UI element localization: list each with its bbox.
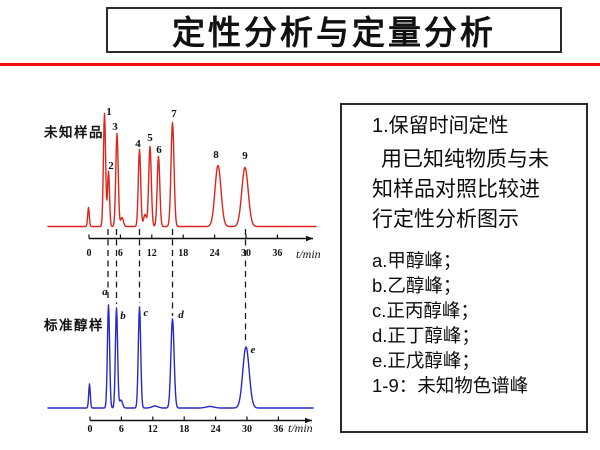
legend-item-a: a.甲醇峰；: [372, 250, 462, 271]
red-divider-line: [0, 63, 600, 66]
peak-label-3: 3: [112, 121, 118, 133]
axis-tick-label: 12: [148, 424, 158, 435]
peak-label-4: 4: [135, 138, 141, 150]
axis-tick-label: 6: [119, 424, 124, 435]
axis-tick-label: 24: [210, 248, 220, 259]
paragraph-line: 知样品对照比较进: [372, 178, 540, 201]
peak-label-9: 9: [242, 150, 248, 162]
axis-tick-label: 18: [178, 248, 188, 259]
peak-label-7: 7: [171, 108, 177, 120]
top-axis-unit-label: t/min: [296, 247, 321, 261]
axis-tick-label: 36: [273, 424, 283, 435]
peak-label-c: c: [144, 307, 149, 319]
axis-tick-label: 0: [88, 424, 93, 435]
axis-tick-label: 36: [272, 248, 282, 259]
unknown-sample-label: 未知样品: [44, 124, 104, 140]
peak-label-6: 6: [156, 144, 162, 156]
unknown-sample-curve: [47, 112, 317, 228]
paragraph-line: 用已知纯物质与未: [381, 148, 549, 171]
standard-alcohol-chromatogram: 标准醇样 0 6 12 18 24 30 36 t/min ab c d e: [43, 286, 314, 435]
peak-label-b: b: [120, 310, 126, 322]
slide-title: 定性分析与定量分析: [172, 14, 496, 51]
axis-tick-label: 30: [241, 248, 251, 259]
axis-tick-label: 30: [242, 424, 252, 435]
peak-label-5: 5: [147, 132, 153, 144]
peak-label-e: e: [251, 344, 256, 356]
standard-alcohol-label: 标准醇样: [43, 317, 104, 333]
retention-time-match-dashed-lines: [107, 229, 247, 344]
axis-tick-label: 0: [87, 248, 92, 259]
legend-item-c: c.正丙醇峰；: [372, 300, 479, 321]
annotation-panel: 1.保留时间定性 用已知纯物质与未 知样品对照比较进 行定性分析图示 a.甲醇峰…: [340, 103, 588, 433]
panel-heading: 1.保留时间定性: [372, 115, 509, 137]
top-time-axis: 0 6 12 18 24 30 36: [87, 234, 313, 259]
panel-paragraph: 用已知纯物质与未 知样品对照比较进 行定性分析图示: [372, 145, 582, 235]
axis-arrow-icon: [305, 417, 312, 424]
legend-item-b: b.乙醇峰；: [372, 275, 462, 296]
axis-tick-label: 6: [118, 248, 123, 259]
standard-alcohol-curve: [47, 304, 314, 409]
peak-label-a: a: [102, 286, 108, 298]
peak-label-1: 1: [106, 106, 112, 118]
peak-label-8: 8: [213, 149, 219, 161]
axis-tick-label: 12: [147, 248, 157, 259]
legend-item-e: e.正戊醇峰；: [372, 350, 480, 371]
legend-item-1-9: 1-9：未知物色谱峰: [372, 375, 529, 396]
bottom-time-axis: 0 6 12 18 24 30 36: [88, 416, 312, 435]
axis-tick-label: 24: [211, 424, 221, 435]
title-box: 定性分析与定量分析: [106, 7, 562, 53]
peak-label-2: 2: [108, 160, 114, 172]
axis-arrow-icon: [306, 235, 313, 242]
axis-tick-label: 18: [179, 424, 189, 435]
legend-item-d: d.正丁醇峰；: [372, 325, 480, 346]
bottom-axis-unit-label: t/min: [288, 421, 313, 435]
peak-legend: a.甲醇峰； b.乙醇峰； c.正丙醇峰； d.正丁醇峰； e.正戊醇峰； 1-…: [372, 248, 582, 398]
peak-label-d: d: [178, 309, 184, 321]
paragraph-line: 行定性分析图示: [372, 208, 519, 231]
